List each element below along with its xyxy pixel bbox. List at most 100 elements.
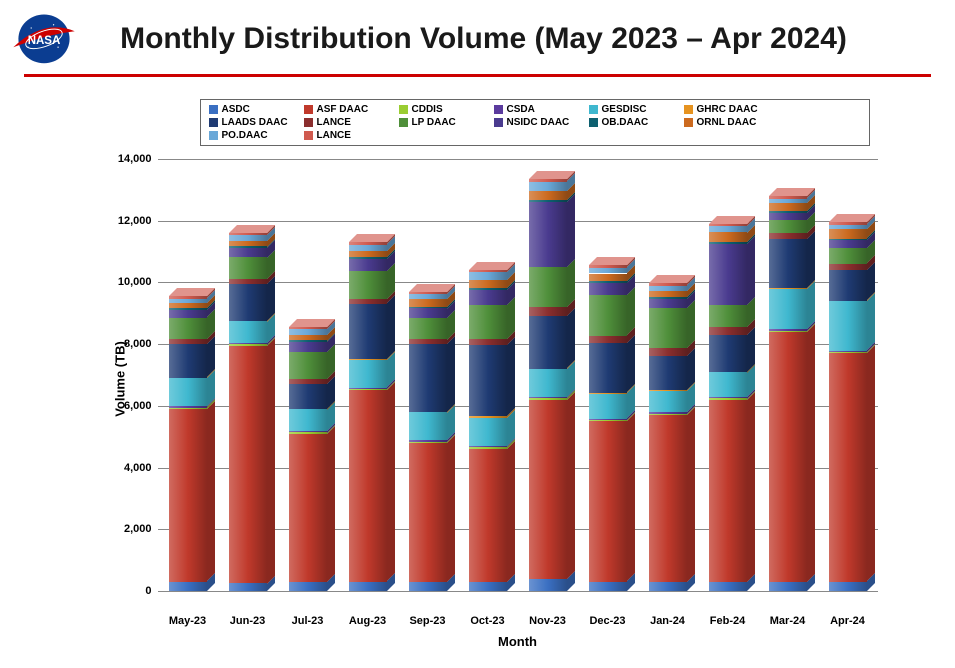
bar-segment [349, 299, 387, 304]
legend-item: LAADS DAAC [209, 117, 304, 128]
chart: ASDCASF DAACCDDISCSDAGESDISCGHRC DAACLAA… [68, 99, 888, 659]
bar-segment-side [447, 336, 455, 412]
bar [229, 233, 267, 591]
bar-segment [829, 270, 867, 301]
bar-segment [349, 390, 387, 581]
bar [709, 224, 747, 591]
bar-segment-side [267, 338, 275, 584]
bar-segment [169, 378, 207, 406]
legend-label: ASF DAAC [317, 104, 369, 115]
bar-segment [289, 327, 327, 329]
legend-swatch [494, 105, 503, 114]
bar [289, 327, 327, 591]
bar-segment [469, 272, 507, 280]
bar-segment [469, 339, 507, 345]
bar-segment [469, 449, 507, 582]
bar-segment [769, 213, 807, 221]
bar-segment [229, 248, 267, 257]
bar-segment [829, 229, 867, 238]
bar [169, 296, 207, 591]
bar-segment [349, 251, 387, 257]
bar-segment [829, 264, 867, 270]
legend-item: PO.DAAC [209, 130, 304, 141]
bar-segment [769, 211, 807, 213]
legend-swatch [399, 118, 408, 127]
bar [469, 270, 507, 591]
bar [349, 242, 387, 591]
bar-segment [169, 299, 207, 304]
y-tick-label: 2,000 [100, 523, 152, 535]
bar-segment [829, 351, 867, 353]
bar-segment [229, 343, 267, 345]
legend-item: ASDC [209, 104, 304, 115]
bar [829, 222, 867, 591]
bar-segment [769, 329, 807, 331]
bar-top-cap [409, 284, 455, 292]
bar-segment [409, 582, 447, 591]
bar-segment [709, 400, 747, 582]
bar-segment [469, 345, 507, 416]
bar-segment [589, 343, 627, 392]
bar-segment-side [447, 435, 455, 582]
bar-segment [769, 331, 807, 332]
page-title: Monthly Distribution Volume (May 2023 – … [76, 22, 931, 56]
bar-segment [289, 409, 327, 431]
bar-segment [769, 203, 807, 211]
bar-segment [769, 233, 807, 239]
bar-segment [649, 414, 687, 415]
bar-segment [709, 397, 747, 399]
bar-segment [769, 196, 807, 198]
bar-segment [349, 389, 387, 390]
bar-top-cap [649, 275, 695, 283]
legend-swatch [399, 105, 408, 114]
bar-top-cap [229, 225, 275, 233]
bar-segment [469, 288, 507, 290]
bar-segment [169, 408, 207, 409]
svg-text:NASA: NASA [28, 35, 61, 47]
bar-segment [469, 447, 507, 449]
bar-segment [349, 242, 387, 244]
bar-segment [289, 431, 327, 433]
bar-top-cap [589, 257, 635, 265]
bar-segment [469, 290, 507, 305]
bar-segment [529, 200, 567, 202]
legend-label: LAADS DAAC [222, 117, 288, 128]
legend-label: GHRC DAAC [697, 104, 758, 115]
bar-top-cap [469, 262, 515, 270]
bar-segment [229, 284, 267, 321]
bar-segment [649, 291, 687, 297]
bar-segment [769, 289, 807, 329]
bar-segment [769, 199, 807, 204]
bar-segment-side [627, 413, 635, 581]
bar-segment [289, 342, 327, 351]
header-divider [24, 74, 931, 77]
bar-segment [229, 321, 267, 322]
bar-segment [469, 270, 507, 272]
bar-segment [409, 318, 447, 340]
bar-segment-side [507, 441, 515, 582]
header: NASA Monthly Distribution Volume (May 20… [0, 0, 955, 70]
bar-segment [469, 582, 507, 591]
bar-segment [769, 288, 807, 289]
bar-segment [169, 303, 207, 308]
bar-segment [169, 378, 207, 379]
bar-segment [589, 394, 627, 419]
bar-segment [349, 359, 387, 360]
bar-segment [169, 582, 207, 591]
bar-segment [229, 235, 267, 241]
x-tick-label: Jun-23 [230, 615, 265, 627]
x-tick-label: Nov-23 [529, 615, 566, 627]
legend-item: NSIDC DAAC [494, 117, 589, 128]
y-tick-label: 8,000 [100, 338, 152, 350]
bar-segment [229, 344, 267, 345]
bar-segment [289, 329, 327, 335]
legend-swatch [304, 118, 313, 127]
legend-item: LP DAAC [399, 117, 494, 128]
bar-segment [289, 352, 327, 380]
bar-segment [709, 582, 747, 591]
bar-segment [349, 304, 387, 360]
legend-label: CDDIS [412, 104, 443, 115]
bar [649, 283, 687, 591]
bar-segment [709, 335, 747, 372]
x-tick-label: May-23 [169, 615, 206, 627]
